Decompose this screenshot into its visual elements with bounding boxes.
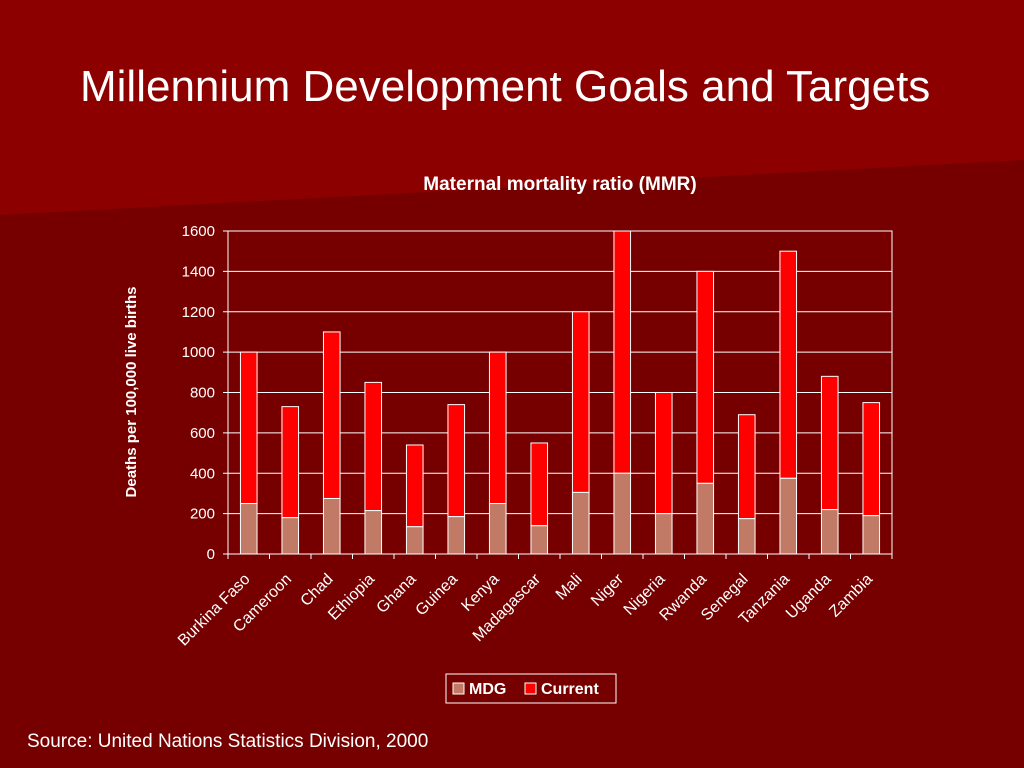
- legend-swatch-mdg: [452, 682, 465, 695]
- legend-box: [445, 673, 617, 704]
- bar-mdg-6: [488, 503, 507, 555]
- legend-label-mdg: MDG: [469, 681, 506, 698]
- x-tick-label-15: Zambia: [826, 571, 876, 621]
- y-tick-label-400: 400: [190, 465, 215, 482]
- bar-current-7: [530, 442, 549, 527]
- legend-swatch-current: [524, 682, 537, 695]
- bar-mdg-4: [405, 526, 424, 555]
- legend-label-current: Current: [541, 681, 599, 698]
- bar-mdg-5: [447, 516, 466, 555]
- bar-current-5: [447, 404, 466, 518]
- bar-mdg-0: [239, 503, 258, 555]
- y-tick-label-1400: 1400: [182, 263, 215, 280]
- bar-mdg-3: [364, 510, 383, 555]
- bar-mdg-15: [862, 515, 881, 555]
- bar-mdg-2: [322, 497, 341, 555]
- bar-current-12: [737, 414, 756, 520]
- bar-current-8: [571, 311, 590, 493]
- source-note: Source: United Nations Statistics Divisi…: [27, 731, 429, 752]
- x-tick-label-4: Ghana: [374, 571, 420, 617]
- bar-current-2: [322, 331, 341, 499]
- background-band: [0, 0, 1024, 215]
- x-tick-label-9: Niger: [588, 570, 628, 610]
- y-tick-label-0: 0: [207, 546, 215, 563]
- y-tick-label-1000: 1000: [182, 344, 215, 361]
- y-tick-label-1200: 1200: [182, 304, 215, 321]
- bar-mdg-10: [654, 513, 673, 555]
- bar-mdg-14: [820, 509, 839, 555]
- mmr-chart: Maternal mortality ratio (MMR) 0 200 400 600…: [123, 174, 893, 704]
- bar-current-9: [613, 230, 632, 474]
- bar-mdg-9: [613, 472, 632, 555]
- bar-current-14: [820, 375, 839, 511]
- x-tick-label-5: Guinea: [413, 571, 462, 620]
- x-tick-label-3: Ethiopia: [325, 571, 378, 624]
- bar-current-4: [405, 444, 424, 528]
- bar-current-13: [779, 250, 798, 479]
- bar-mdg-12: [737, 518, 756, 555]
- y-tick-label-200: 200: [190, 506, 215, 523]
- chart-title: Maternal mortality ratio (MMR): [423, 174, 696, 195]
- y-tick-label-600: 600: [190, 425, 215, 442]
- bar-current-10: [654, 392, 673, 515]
- x-tick-label-14: Uganda: [783, 571, 835, 623]
- bar-mdg-7: [530, 525, 549, 555]
- bar-current-6: [488, 351, 507, 505]
- y-tick-label-800: 800: [190, 385, 215, 402]
- bar-current-3: [364, 381, 383, 512]
- y-tick-label-1600: 1600: [182, 223, 215, 240]
- bar-current-1: [281, 406, 300, 519]
- y-axis-label: Deaths per 100,000 live births: [123, 287, 140, 498]
- bar-mdg-13: [779, 477, 798, 555]
- bar-mdg-11: [696, 482, 715, 555]
- bar-mdg-1: [281, 517, 300, 555]
- x-tick-label-8: Mali: [553, 571, 586, 604]
- bar-current-0: [239, 351, 258, 505]
- bar-mdg-8: [571, 491, 590, 555]
- bar-current-15: [862, 402, 881, 517]
- x-tick-label-2: Chad: [298, 571, 337, 610]
- slide-title: Millennium Development Goals and Targets: [80, 62, 931, 111]
- bar-current-11: [696, 270, 715, 484]
- x-tick-label-0: Burkina Faso: [175, 571, 254, 650]
